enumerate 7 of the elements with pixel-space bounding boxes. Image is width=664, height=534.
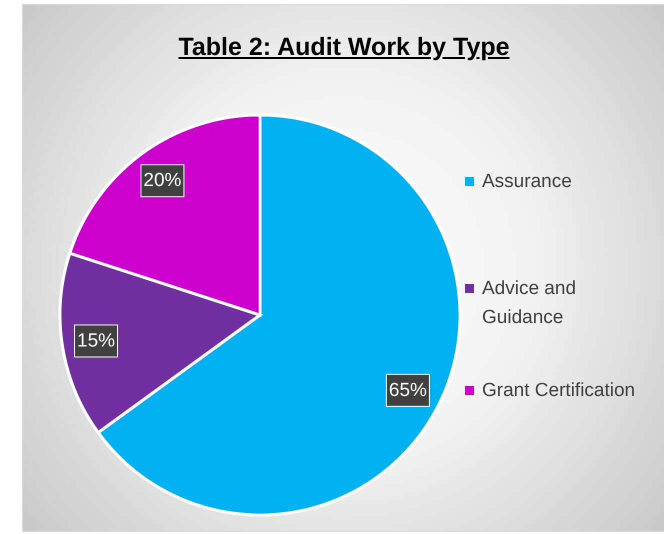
legend-label: Advice and Guidance [482,277,578,330]
slice-label: Assurance [482,170,573,194]
chart-title: Table 2: Audit Work by Type [177,33,511,62]
data-label: 20% [143,170,182,192]
data-label: 15% [77,330,116,352]
legend-label: Grant Certification [482,379,636,403]
data-label: 65% [388,380,428,401]
